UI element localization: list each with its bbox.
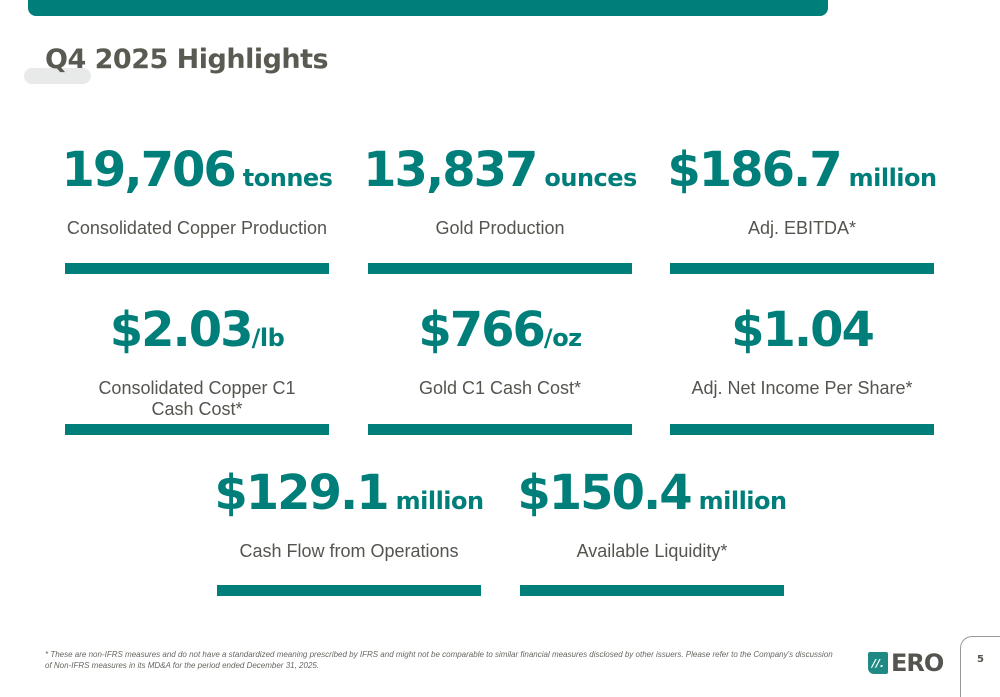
highlight-number: $766	[418, 302, 546, 358]
highlight-value: $129.1 million	[197, 465, 501, 525]
highlight-unit: /oz	[543, 324, 582, 352]
highlight-underline	[670, 424, 934, 435]
footnote: * These are non-IFRS measures and do not…	[45, 650, 833, 670]
highlight-unit: million	[848, 164, 938, 192]
highlight-unit: /lb	[251, 324, 285, 352]
highlight-number: $186.7	[667, 142, 842, 198]
highlight-label: Consolidated Copper Production	[66, 218, 328, 238]
highlight-unit: ounces	[544, 164, 637, 192]
highlight-value: $2.03 /lb	[45, 302, 349, 362]
title-decoration	[24, 68, 91, 84]
highlight-underline	[217, 585, 481, 596]
highlight-label: Adj. Net Income Per Share*	[691, 378, 913, 398]
highlight-underline	[65, 424, 329, 435]
highlight-unit: million	[698, 487, 788, 515]
highlight-number: $129.1	[214, 465, 389, 521]
highlight-value: 19,706 tonnes	[45, 142, 349, 202]
highlight-label: Gold Production	[435, 218, 565, 238]
page-number: 5	[977, 654, 984, 665]
logo-text: ERO	[891, 649, 944, 677]
highlight-underline	[670, 263, 934, 274]
highlight-value: $1.04	[650, 302, 954, 362]
highlight-number: 13,837	[363, 142, 538, 198]
highlight-unit: million	[395, 487, 485, 515]
highlight-label: Available Liquidity*	[576, 541, 728, 561]
logo-mark-icon: //.	[868, 652, 888, 674]
highlight-number: 19,706	[61, 142, 237, 198]
highlight-unit: tonnes	[242, 164, 333, 192]
highlight-value: $186.7 million	[650, 142, 954, 202]
company-logo: //. ERO	[868, 649, 944, 677]
highlight-underline	[65, 263, 329, 274]
highlight-label: Gold C1 Cash Cost*	[418, 378, 582, 398]
highlight-underline	[368, 424, 632, 435]
highlight-value: $766 /oz	[348, 302, 652, 362]
highlight-label: Cash Flow from Operations	[239, 541, 459, 561]
highlight-underline	[368, 263, 632, 274]
highlight-number: $150.4	[517, 465, 692, 521]
highlight-label: Consolidated Copper C1 Cash Cost*	[98, 378, 296, 419]
highlight-number: $2.03	[109, 302, 254, 358]
highlight-value: $150.4 million	[500, 465, 804, 525]
highlight-label: Adj. EBITDA*	[747, 218, 857, 238]
header-accent-bar	[28, 0, 828, 16]
page-title: Q4 2025 Highlights	[45, 44, 329, 75]
page-number-tab	[960, 636, 1000, 697]
highlight-value: 13,837 ounces	[348, 142, 652, 202]
highlight-underline	[520, 585, 784, 596]
highlight-number: $1.04	[731, 302, 875, 358]
